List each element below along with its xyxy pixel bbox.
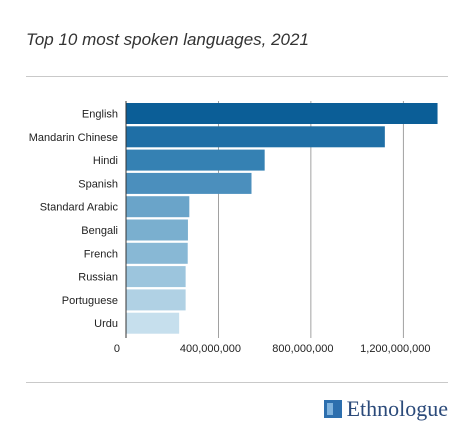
x-tick-label: 0 <box>114 343 120 355</box>
bar-mandarin-chinese <box>126 126 385 148</box>
chart-title: Top 10 most spoken languages, 2021 <box>26 30 309 49</box>
ethnologue-logo: Ethnologue <box>323 396 448 422</box>
ethnologue-logo-icon <box>323 400 342 418</box>
x-tick-label: 400,000,000 <box>180 343 241 355</box>
bar-urdu <box>126 312 180 334</box>
bar-french <box>126 242 188 264</box>
category-label: French <box>84 248 118 260</box>
bar-bengali <box>126 219 188 241</box>
bar-portuguese <box>126 289 186 311</box>
title-divider <box>26 76 448 77</box>
x-tick-label: 800,000,000 <box>272 343 333 355</box>
bar-hindi <box>126 149 265 171</box>
category-label: Spanish <box>78 178 118 190</box>
category-label: English <box>82 109 118 121</box>
bar-spanish <box>126 172 252 194</box>
logo-text: Ethnologue <box>346 396 448 421</box>
bar-english <box>126 103 438 124</box>
category-label: Standard Arabic <box>40 202 119 214</box>
category-label: Bengali <box>81 225 118 237</box>
bar-standard-arabic <box>126 196 190 218</box>
bar-chart: English Mandarin Chinese Hindi Spanish Stand… <box>29 101 438 355</box>
category-label: Russian <box>78 272 118 284</box>
category-label: Mandarin Chinese <box>29 132 118 144</box>
x-tick-label: 1,200,000,000 <box>360 343 430 355</box>
category-label: Urdu <box>94 318 118 330</box>
footer-divider <box>26 382 448 383</box>
bar-russian <box>126 266 186 288</box>
category-label: Portuguese <box>62 295 118 307</box>
category-label: Hindi <box>93 155 118 167</box>
